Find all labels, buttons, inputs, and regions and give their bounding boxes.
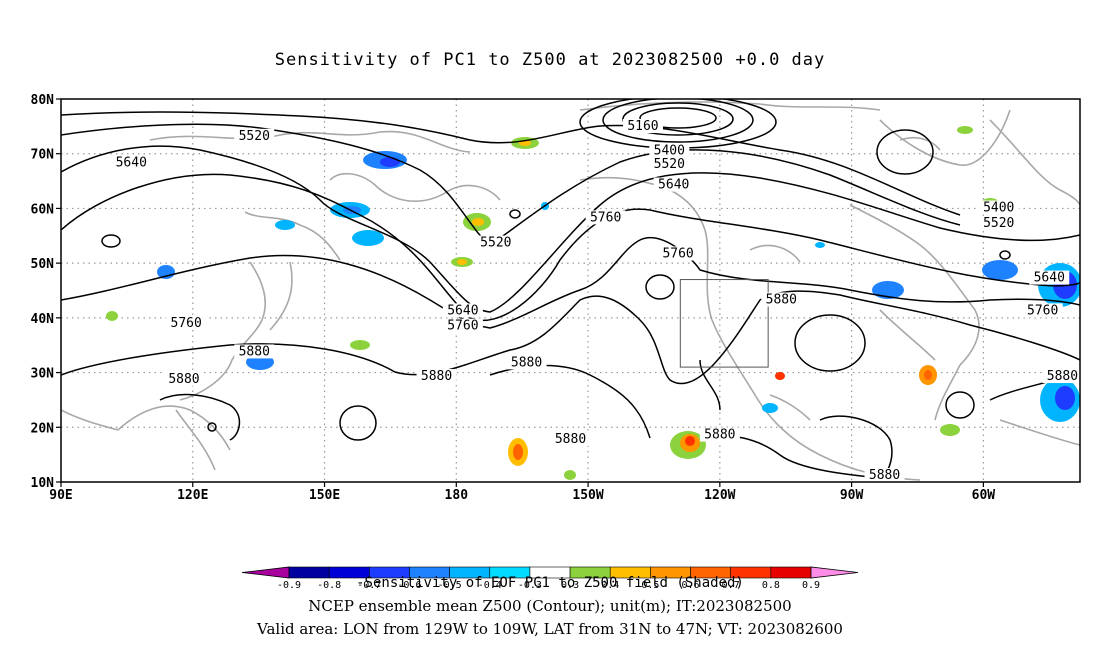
colorbar-level-label: -0.8 bbox=[317, 580, 341, 591]
contour-label: 5880 bbox=[511, 355, 542, 370]
contour-label-bg bbox=[761, 292, 802, 307]
footer-line-1: -Sensitivity of EOF PC1 to Z500 field (S… bbox=[356, 575, 744, 591]
colorbar-end-high bbox=[810, 566, 859, 579]
contour-label-bg bbox=[506, 355, 547, 370]
colorbar-level-label: 0.7 bbox=[722, 580, 740, 591]
contour-label-bg bbox=[1029, 270, 1070, 285]
contour-label: 5880 bbox=[555, 432, 586, 447]
contour-label-bg bbox=[622, 118, 663, 133]
map-title: Sensitivity of PC1 to Z500 at 2023082500… bbox=[274, 50, 826, 70]
sensitivity-shading bbox=[106, 126, 1080, 480]
contour-label: 5520 bbox=[983, 216, 1014, 231]
contour-label-bg bbox=[1042, 369, 1083, 384]
contour-label-bg bbox=[163, 371, 204, 386]
contour-label: 5880 bbox=[766, 292, 797, 307]
contour-label-bg bbox=[864, 468, 905, 483]
contour-label: 5400 bbox=[983, 201, 1014, 216]
contour-label: 5760 bbox=[171, 316, 202, 331]
lon-tick-label: 120W bbox=[704, 488, 735, 503]
contour-label: 5520 bbox=[654, 157, 685, 172]
contour-label: 5880 bbox=[421, 369, 452, 384]
contour-label-bg bbox=[550, 431, 591, 446]
contour-label-bg bbox=[978, 200, 1019, 215]
lon-tick-label: 180 bbox=[445, 488, 469, 503]
contour-label: 5880 bbox=[239, 344, 270, 359]
colorbar-level-label: 0.4 bbox=[601, 580, 619, 591]
contour-label: 5520 bbox=[239, 129, 270, 144]
contour-label: 5400 bbox=[654, 144, 685, 159]
lat-tick-label: 40N bbox=[31, 312, 55, 327]
contour-label: 5760 bbox=[447, 319, 478, 334]
footer-line-2: NCEP ensemble mean Z500 (Contour); unit(… bbox=[308, 597, 792, 615]
contour-label-bg bbox=[416, 369, 457, 384]
colorbar-level-label: -0.3 bbox=[518, 580, 542, 591]
lon-tick-label: 90W bbox=[840, 488, 864, 503]
contour-label-bg bbox=[442, 303, 483, 318]
contour-label: 5520 bbox=[480, 236, 511, 251]
contour-label-bg bbox=[442, 318, 483, 333]
valid-area-box bbox=[679, 279, 769, 368]
contour-label-bg bbox=[234, 344, 275, 359]
lat-tick-label: 10N bbox=[31, 476, 55, 491]
colorbar-level-label: -0.6 bbox=[397, 580, 421, 591]
colorbar-level-label: 0.8 bbox=[762, 580, 780, 591]
contour-label: 5760 bbox=[590, 210, 621, 225]
contour-label-bg bbox=[234, 128, 275, 143]
contour-label-bg bbox=[649, 156, 690, 171]
colorbar-level-label: -0.4 bbox=[478, 580, 502, 591]
contour-label: 5880 bbox=[704, 428, 735, 443]
contour-label: 5880 bbox=[168, 372, 199, 387]
contour-label-bg bbox=[475, 235, 516, 250]
contour-label-bg bbox=[649, 143, 690, 158]
contour-label: 5880 bbox=[869, 468, 900, 483]
colorbar-level-label: 0.3 bbox=[561, 580, 579, 591]
lat-tick-label: 20N bbox=[31, 421, 55, 436]
contour-label: 5640 bbox=[1034, 271, 1065, 286]
contour-label: 5760 bbox=[1027, 303, 1058, 318]
contour-label: 5640 bbox=[447, 303, 478, 318]
contour-label: 5880 bbox=[1047, 369, 1078, 384]
contour-label: 5760 bbox=[662, 246, 693, 261]
footer-line-3: Valid area: LON from 129W to 109W, LAT f… bbox=[257, 620, 843, 638]
contour-label-bg bbox=[699, 427, 740, 442]
lon-tick-label: 150W bbox=[572, 488, 603, 503]
contour-label: 5640 bbox=[658, 178, 689, 193]
contour-label-bg bbox=[653, 177, 694, 192]
contour-label-bg bbox=[978, 215, 1019, 230]
lat-tick-label: 70N bbox=[31, 148, 55, 163]
plot-frame bbox=[60, 98, 1081, 483]
contour-label: 5640 bbox=[116, 156, 147, 171]
lon-tick-label: 60W bbox=[972, 488, 996, 503]
contour-label-bg bbox=[658, 246, 699, 261]
colorbar-level-label: -0.9 bbox=[277, 580, 301, 591]
lat-tick-label: 60N bbox=[31, 202, 55, 217]
lon-tick-label: 90E bbox=[49, 488, 72, 503]
lon-tick-label: 120E bbox=[177, 488, 208, 503]
lat-tick-label: 30N bbox=[31, 367, 55, 382]
lat-tick-label: 50N bbox=[31, 257, 55, 272]
colorbar-level-label: 0.5 bbox=[641, 580, 659, 591]
colorbar-level-label: -0.7 bbox=[357, 580, 381, 591]
colorbar-level-label: 0.6 bbox=[682, 580, 700, 591]
grid-lines bbox=[61, 99, 1080, 482]
contour-label-bg bbox=[166, 315, 207, 330]
lon-tick-label: 150E bbox=[309, 488, 340, 503]
lat-tick-label: 80N bbox=[31, 93, 55, 108]
contour-label: 5160 bbox=[627, 119, 658, 134]
contour-label-bg bbox=[585, 210, 626, 225]
contour-label-bg bbox=[1022, 303, 1063, 318]
colorbar: -0.9 -0.8 -0.7 -0.6 -0.5 -0.4 -0.3 0.3 0.4 0.5 0.6… bbox=[241, 566, 859, 591]
colorbar-level-label: 0.9 bbox=[802, 580, 820, 591]
contour-label-bg bbox=[111, 155, 152, 170]
colorbar-level-label: -0.5 bbox=[438, 580, 462, 591]
contour-labels: 5160540055205520564056405760552057605400… bbox=[111, 118, 1083, 483]
